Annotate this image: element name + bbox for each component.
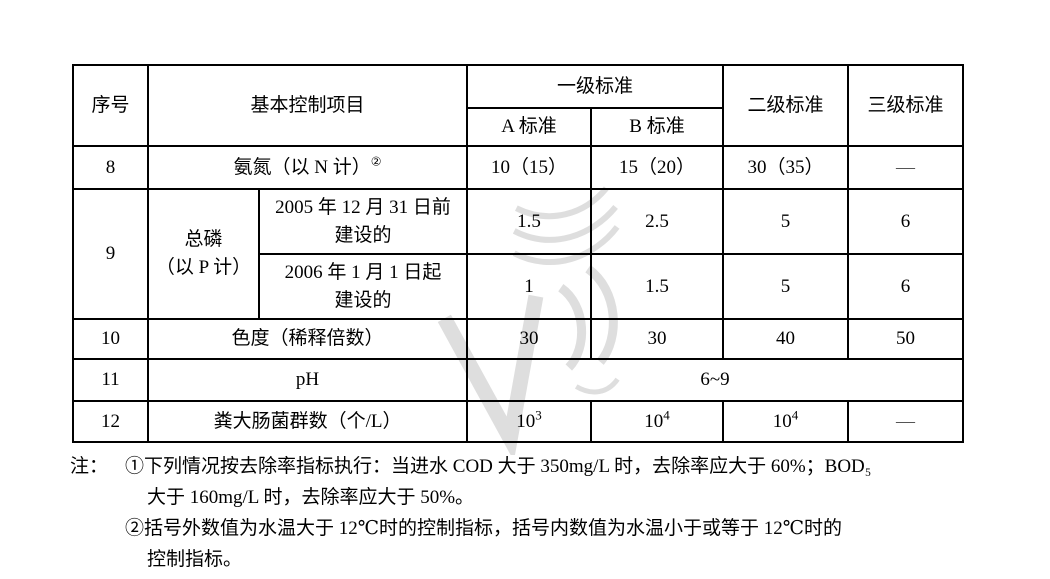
cell-r9-no: 9 bbox=[72, 188, 149, 320]
table-row-9a: 9 总磷 （以 P 计） 2005 年 12 月 31 日前 建设的 1.5 2… bbox=[72, 188, 965, 320]
cell-r9b-item: 2006 年 1 月 1 日起 建设的 bbox=[257, 253, 469, 320]
cell-r8-a: 10（15） bbox=[466, 145, 593, 190]
r12-l2-base: 10 bbox=[772, 410, 792, 432]
cell-r10-no: 10 bbox=[72, 318, 149, 360]
standards-table: 序号 基本控制项目 一级标准 二级标准 三级标准 A 标准 B 标准 8 氨氮（… bbox=[72, 64, 965, 443]
r12-a-exponent: 3 bbox=[535, 407, 542, 423]
table-row-11: 11 pH 6~9 bbox=[72, 358, 965, 402]
r12-l2-exponent: 4 bbox=[791, 407, 799, 423]
cell-r10-l2: 40 bbox=[722, 318, 850, 360]
cell-r8-item: 氨氮（以 N 计）② bbox=[146, 145, 469, 190]
header-level3: 三级标准 bbox=[847, 64, 965, 147]
cell-r9a-l3: 6 bbox=[847, 188, 965, 255]
note-2-marker: ② bbox=[125, 518, 145, 539]
cell-r9b-b: 1.5 bbox=[590, 253, 725, 320]
cell-r12-no: 12 bbox=[72, 400, 149, 443]
cell-r12-a: 103 bbox=[466, 400, 593, 443]
cell-r9a-b: 2.5 bbox=[590, 188, 725, 255]
cell-r11-item: pH bbox=[146, 358, 469, 402]
note-item-1: ①下列情况按去除率指标执行：当进水 COD 大于 350mg/L 时，去除率应大… bbox=[70, 451, 978, 513]
cell-r8-l3: — bbox=[847, 145, 965, 190]
cell-r9a-a: 1.5 bbox=[466, 188, 593, 255]
header-item: 基本控制项目 bbox=[146, 64, 469, 147]
notes-label: 注： bbox=[70, 456, 109, 477]
r8-item-text: 氨氮（以 N 计） bbox=[233, 156, 371, 178]
cell-r9b-a: 1 bbox=[466, 253, 593, 320]
table-row-10: 10 色度（稀释倍数） 30 30 40 50 bbox=[72, 318, 965, 360]
cell-r10-item: 色度（稀释倍数） bbox=[146, 318, 469, 360]
cell-r9a-item: 2005 年 12 月 31 日前 建设的 bbox=[257, 188, 469, 255]
r12-a-base: 10 bbox=[516, 410, 536, 432]
note-item-2: ②括号外数值为水温大于 12℃时的控制指标，括号内数值为水温小于或等于 12℃时… bbox=[70, 513, 978, 575]
table-row-12: 12 粪大肠菌群数（个/L） 103 104 104 — bbox=[72, 400, 965, 443]
note-2-text: 括号外数值为水温大于 12℃时的控制指标，括号内数值为水温小于或等于 12℃时的… bbox=[144, 518, 843, 570]
cell-r8-b: 15（20） bbox=[590, 145, 725, 190]
note-1-marker: ① bbox=[125, 456, 145, 477]
cell-r10-a: 30 bbox=[466, 318, 593, 360]
r8-footnote-marker: ② bbox=[370, 154, 382, 169]
cell-r11-span: 6~9 bbox=[466, 358, 965, 402]
r12-b-exponent: 4 bbox=[663, 407, 670, 423]
cell-r12-l3: — bbox=[847, 400, 965, 443]
cell-r12-l2: 104 bbox=[722, 400, 850, 443]
cell-r10-b: 30 bbox=[590, 318, 725, 360]
r12-b-base: 10 bbox=[644, 410, 664, 432]
cell-r8-l2: 30（35） bbox=[722, 145, 850, 190]
header-level1: 一级标准 bbox=[466, 64, 725, 109]
header-level1-b: B 标准 bbox=[590, 107, 725, 147]
cell-r9b-l3: 6 bbox=[847, 253, 965, 320]
header-level1-a: A 标准 bbox=[466, 107, 593, 147]
notes-section: 注： ①下列情况按去除率指标执行：当进水 COD 大于 350mg/L 时，去除… bbox=[70, 451, 978, 575]
cell-r9a-l2: 5 bbox=[722, 188, 850, 255]
note-1-text: 下列情况按去除率指标执行：当进水 COD 大于 350mg/L 时，去除率应大于… bbox=[144, 456, 872, 508]
cell-r10-l3: 50 bbox=[847, 318, 965, 360]
cell-r8-no: 8 bbox=[72, 145, 149, 190]
cell-r12-item: 粪大肠菌群数（个/L） bbox=[146, 400, 469, 443]
cell-r9b-l2: 5 bbox=[722, 253, 850, 320]
cell-r11-no: 11 bbox=[72, 358, 149, 402]
cell-r9-group: 总磷 （以 P 计） bbox=[147, 188, 260, 320]
header-seq: 序号 bbox=[72, 64, 149, 147]
cell-r12-b: 104 bbox=[590, 400, 725, 443]
header-level2: 二级标准 bbox=[722, 64, 850, 147]
table-row-8: 8 氨氮（以 N 计）② 10（15） 15（20） 30（35） — bbox=[72, 145, 965, 190]
